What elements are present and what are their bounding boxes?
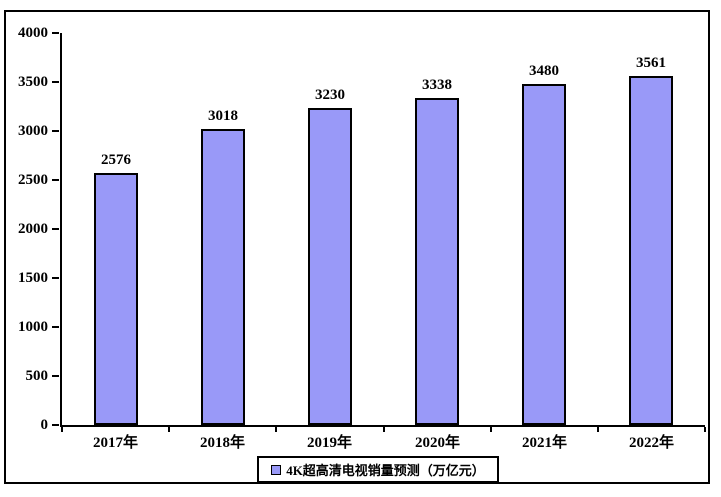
y-tick-label: 4000 (18, 25, 48, 41)
y-tick-label: 2500 (18, 172, 48, 188)
x-axis-tick (704, 427, 706, 432)
y-axis-tick (52, 375, 59, 377)
y-tick-label: 1500 (18, 270, 48, 286)
legend-label: 4K超高清电视销量预测（万亿元） (286, 463, 485, 478)
legend-square-icon (271, 464, 282, 475)
bar-value-label: 3338 (422, 77, 452, 93)
bar-value-label: 3480 (529, 63, 559, 79)
y-axis-tick (52, 228, 59, 230)
y-tick-label: 3500 (18, 74, 48, 90)
y-axis-tick (52, 424, 59, 426)
y-tick-label: 1000 (18, 319, 48, 335)
y-tick-label: 0 (40, 417, 49, 433)
x-tick-label: 2018年 (199, 435, 245, 451)
bar-2021年 (522, 84, 566, 425)
bar-value-label: 2576 (101, 152, 131, 168)
y-tick-label: 500 (25, 368, 49, 384)
bar-value-label: 3230 (315, 87, 345, 103)
x-axis-tick (168, 427, 171, 432)
y-axis-tick (52, 130, 59, 132)
bar-2018年 (201, 129, 245, 425)
x-tick-label: 2019年 (306, 435, 352, 451)
x-tick-label: 2022年 (628, 435, 674, 451)
y-axis-tick (52, 81, 59, 83)
y-axis-tick (52, 179, 59, 181)
bar-value-label: 3561 (636, 55, 666, 71)
x-axis-tick (596, 427, 599, 432)
x-axis-line (60, 425, 705, 427)
y-axis-tick (52, 326, 59, 328)
x-axis-tick (489, 427, 492, 432)
y-tick-label: 2000 (18, 221, 48, 237)
x-tick-label: 2020年 (414, 435, 460, 451)
y-tick-label: 3000 (18, 123, 48, 139)
x-axis-tick (61, 427, 63, 432)
bar-2019年 (308, 108, 352, 425)
x-tick-label: 2017年 (92, 435, 138, 451)
x-axis-tick (275, 427, 278, 432)
y-axis-tick (52, 32, 59, 34)
bar-2020年 (415, 98, 459, 425)
x-axis-tick (382, 427, 385, 432)
bar-2022年 (629, 76, 673, 425)
x-tick-label: 2021年 (521, 435, 567, 451)
bar-value-label: 3018 (208, 108, 238, 124)
y-axis-tick (52, 277, 59, 279)
legend: 4K超高清电视销量预测（万亿元） (257, 456, 499, 483)
bar-2017年 (94, 173, 138, 425)
y-axis-line (60, 33, 62, 425)
